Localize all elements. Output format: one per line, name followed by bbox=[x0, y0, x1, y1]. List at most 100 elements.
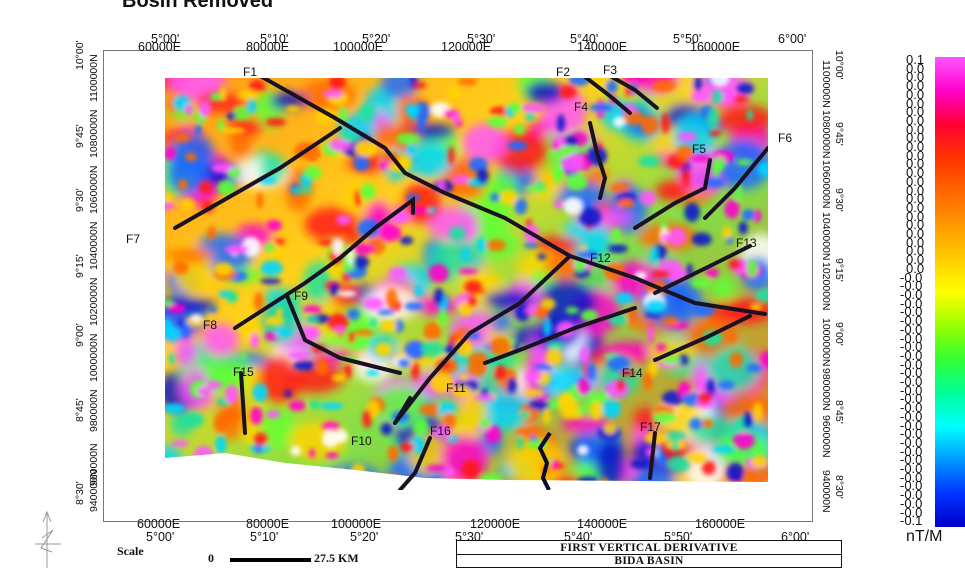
legend-tick-label: -0.0 bbox=[900, 487, 923, 503]
left-northing-label: 1080000N bbox=[88, 109, 100, 158]
legend-tick-label: -0.0 bbox=[900, 356, 923, 372]
fault-label-f3: F3 bbox=[603, 63, 618, 77]
legend-tick-label: 0.0 bbox=[906, 252, 925, 268]
right-degree-label: 9°45' bbox=[833, 122, 845, 146]
legend-tick-label: -0.0 bbox=[900, 295, 923, 311]
fault-label-f7: F7 bbox=[126, 232, 141, 246]
right-degree-label: 9°30' bbox=[833, 188, 845, 212]
legend-tick-label: -0.0 bbox=[900, 400, 923, 416]
fault-label-f8: F8 bbox=[203, 318, 218, 332]
left-northing-label: 1040000N bbox=[88, 221, 100, 270]
fault-label-f9: F9 bbox=[294, 289, 309, 303]
left-northing-label: 1060000N bbox=[88, 165, 100, 214]
right-degree-label: 8°30' bbox=[833, 475, 845, 499]
legend-tick-label: -0.0 bbox=[900, 313, 923, 329]
legend-tick-label: -0.0 bbox=[900, 278, 923, 294]
top-degree-label: 5°50' bbox=[673, 32, 702, 46]
legend-tick-label: 0.0 bbox=[906, 226, 925, 242]
right-northing-label: 960000N bbox=[820, 415, 832, 458]
bottom-degree-label: 5°00' bbox=[146, 530, 175, 544]
north-arrow-icon bbox=[35, 510, 61, 568]
fault-line-f13 bbox=[653, 244, 752, 295]
legend-tick-label: 0.0 bbox=[906, 217, 925, 233]
fault-line-f5 bbox=[633, 158, 712, 230]
left-degree-label: 9°15' bbox=[74, 254, 86, 278]
legend-tick-label: -0.0 bbox=[900, 504, 923, 520]
fault-line-f10 bbox=[393, 396, 412, 425]
fault-label-f17: F17 bbox=[640, 420, 661, 434]
legend-tick-label: 0.0 bbox=[906, 156, 925, 172]
fault-label-f4: F4 bbox=[574, 100, 589, 114]
top-easting-label: 120000E bbox=[441, 40, 492, 54]
legend-tick-label: 0.0 bbox=[906, 173, 925, 189]
fault-label-f14: F14 bbox=[622, 366, 643, 380]
legend-tick-label: -0.0 bbox=[900, 391, 923, 407]
legend-tick-label: 0.0 bbox=[906, 69, 925, 85]
legend-tick-label: 0.0 bbox=[906, 60, 925, 76]
fault-line-f12 bbox=[568, 254, 767, 316]
map-subtitle: BIDA BASIN bbox=[457, 554, 841, 567]
legend-tick-label: 0.0 bbox=[906, 165, 925, 181]
legend-tick-label: -0.0 bbox=[900, 330, 923, 346]
fault-line-f14 bbox=[653, 314, 752, 362]
legend-tick-label: -0.0 bbox=[900, 452, 923, 468]
scale-label: Scale bbox=[117, 544, 144, 558]
bottom-easting-label: 140000E bbox=[577, 517, 628, 531]
fault-label-f12: F12 bbox=[590, 251, 611, 265]
fault-line-center bbox=[483, 306, 637, 365]
top-degree-label: 5°30' bbox=[467, 32, 496, 46]
bottom-easting-label: 80000E bbox=[246, 517, 290, 531]
top-degree-label: 6°00' bbox=[778, 32, 807, 46]
top-easting-label: 160000E bbox=[690, 40, 741, 54]
top-easting-label: 80000E bbox=[246, 40, 290, 54]
fault-line-f15 bbox=[239, 371, 247, 435]
legend-tick-label: 0.0 bbox=[906, 243, 925, 259]
legend-tick-label: -0.0 bbox=[900, 374, 923, 390]
fault-label-f6: F6 bbox=[778, 131, 793, 145]
legend-tick-label: 0.0 bbox=[906, 147, 925, 163]
left-northing-label: 1100000N bbox=[88, 54, 100, 102]
right-degree-label: 9°15' bbox=[833, 258, 845, 282]
legend-tick-label: -0.0 bbox=[900, 495, 923, 511]
fault-line-f6 bbox=[703, 146, 768, 220]
scale-distance-label: 27.5 KM bbox=[314, 551, 359, 565]
river-channel bbox=[537, 431, 552, 490]
legend-tick-label: -0.0 bbox=[900, 269, 923, 285]
right-degree-label: 9°00' bbox=[833, 322, 845, 346]
scale-zero-label: 0 bbox=[208, 551, 214, 565]
bottom-degree-label: 5°20' bbox=[350, 530, 379, 544]
bottom-degree-label: 5°10' bbox=[250, 530, 279, 544]
fault-line-f3 bbox=[609, 78, 659, 110]
fault-line-f2 bbox=[583, 78, 632, 115]
legend-tick-label: -0.0 bbox=[900, 304, 923, 320]
right-degree-label: 8°45' bbox=[833, 400, 845, 424]
legend-tick-label: 0.0 bbox=[906, 130, 925, 146]
fault-line-f1 bbox=[259, 78, 572, 258]
bottom-easting-label: 60000E bbox=[137, 517, 181, 531]
fault-label-f5: F5 bbox=[692, 142, 707, 156]
top-degree-label: 5°20' bbox=[362, 32, 391, 46]
legend-tick-label: 0.0 bbox=[906, 86, 925, 102]
right-northing-label: 1020000N bbox=[820, 262, 832, 311]
left-degree-label: 9°45' bbox=[74, 124, 86, 148]
fault-line-f8 bbox=[233, 196, 415, 330]
legend-tick-label: -0.0 bbox=[900, 478, 923, 494]
left-northing-label: 1000000N bbox=[88, 333, 100, 382]
legend-tick-label: 0.0 bbox=[906, 139, 925, 155]
right-northing-label: 980000N bbox=[820, 368, 832, 411]
left-degree-label: 9°30' bbox=[74, 188, 86, 212]
legend-tick-label: 0.0 bbox=[906, 208, 925, 224]
top-easting-label: 100000E bbox=[333, 40, 384, 54]
right-northing-label: 1080000N bbox=[820, 110, 832, 159]
map-title-box: FIRST VERTICAL DERIVATIVE BIDA BASIN bbox=[456, 540, 842, 568]
legend-tick-label: -0.0 bbox=[900, 408, 923, 424]
legend-tick-label: 0.0 bbox=[906, 104, 925, 120]
left-northing-label: 940000N bbox=[88, 469, 100, 512]
left-degree-label: 9°00' bbox=[74, 323, 86, 347]
scale-bar bbox=[230, 558, 311, 562]
fault-label-f11: F11 bbox=[446, 381, 466, 395]
fault-line-f7 bbox=[173, 126, 342, 230]
legend-tick-label: -0.0 bbox=[900, 347, 923, 363]
bottom-easting-label: 160000E bbox=[695, 517, 746, 531]
legend-tick-label: 0.0 bbox=[906, 191, 925, 207]
